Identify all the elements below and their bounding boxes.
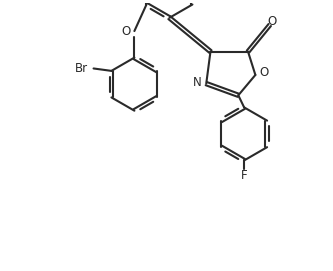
Text: F: F bbox=[241, 169, 247, 182]
Text: O: O bbox=[267, 15, 277, 28]
Text: O: O bbox=[259, 66, 269, 79]
Text: N: N bbox=[193, 76, 202, 89]
Text: Br: Br bbox=[75, 62, 88, 75]
Text: O: O bbox=[121, 25, 130, 38]
